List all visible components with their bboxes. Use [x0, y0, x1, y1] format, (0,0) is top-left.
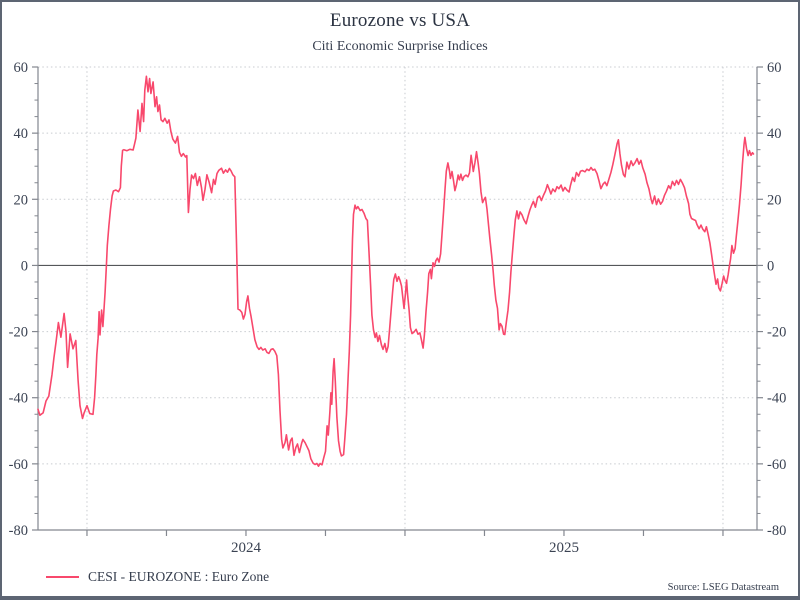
- y-axis-tick-label-right: -20: [767, 325, 786, 341]
- legend-series-label: CESI - EUROZONE : Euro Zone: [88, 569, 270, 584]
- y-axis-tick-label-right: 0: [767, 258, 774, 274]
- y-axis-tick-label-left: 0: [21, 258, 28, 274]
- y-axis-tick-label-left: 40: [14, 126, 29, 142]
- chart-title: Eurozone vs USA: [329, 10, 471, 31]
- y-axis-tick-label-left: -40: [9, 391, 28, 407]
- y-axis-tick-label-right: -40: [767, 391, 786, 407]
- series-line-eurozone: [37, 75, 755, 468]
- y-axis-tick-label-right: 60: [767, 60, 782, 76]
- y-axis-tick-label-right: 20: [767, 192, 782, 208]
- legend-line-swatch: [46, 576, 79, 578]
- y-axis-tick-label-left: -20: [9, 325, 28, 341]
- y-axis-tick-label-left: 20: [14, 192, 29, 208]
- y-axis-tick-label-right: -60: [767, 457, 786, 473]
- chart-subtitle: Citi Economic Surprise Indices: [312, 39, 488, 54]
- y-axis-tick-label-right: 40: [767, 126, 782, 142]
- y-axis-tick-label-left: 60: [14, 60, 29, 76]
- x-axis-tick-label: 2025: [549, 540, 579, 556]
- y-axis-tick-label-left: -60: [9, 457, 28, 473]
- source-note: Source: LSEG Datastream: [667, 582, 779, 593]
- y-axis-tick-label-right: -80: [767, 523, 786, 539]
- legend: CESI - EUROZONE : Euro Zone: [46, 569, 269, 585]
- x-axis-tick-label: 2024: [231, 540, 262, 556]
- y-axis-tick-label-left: -80: [9, 523, 28, 539]
